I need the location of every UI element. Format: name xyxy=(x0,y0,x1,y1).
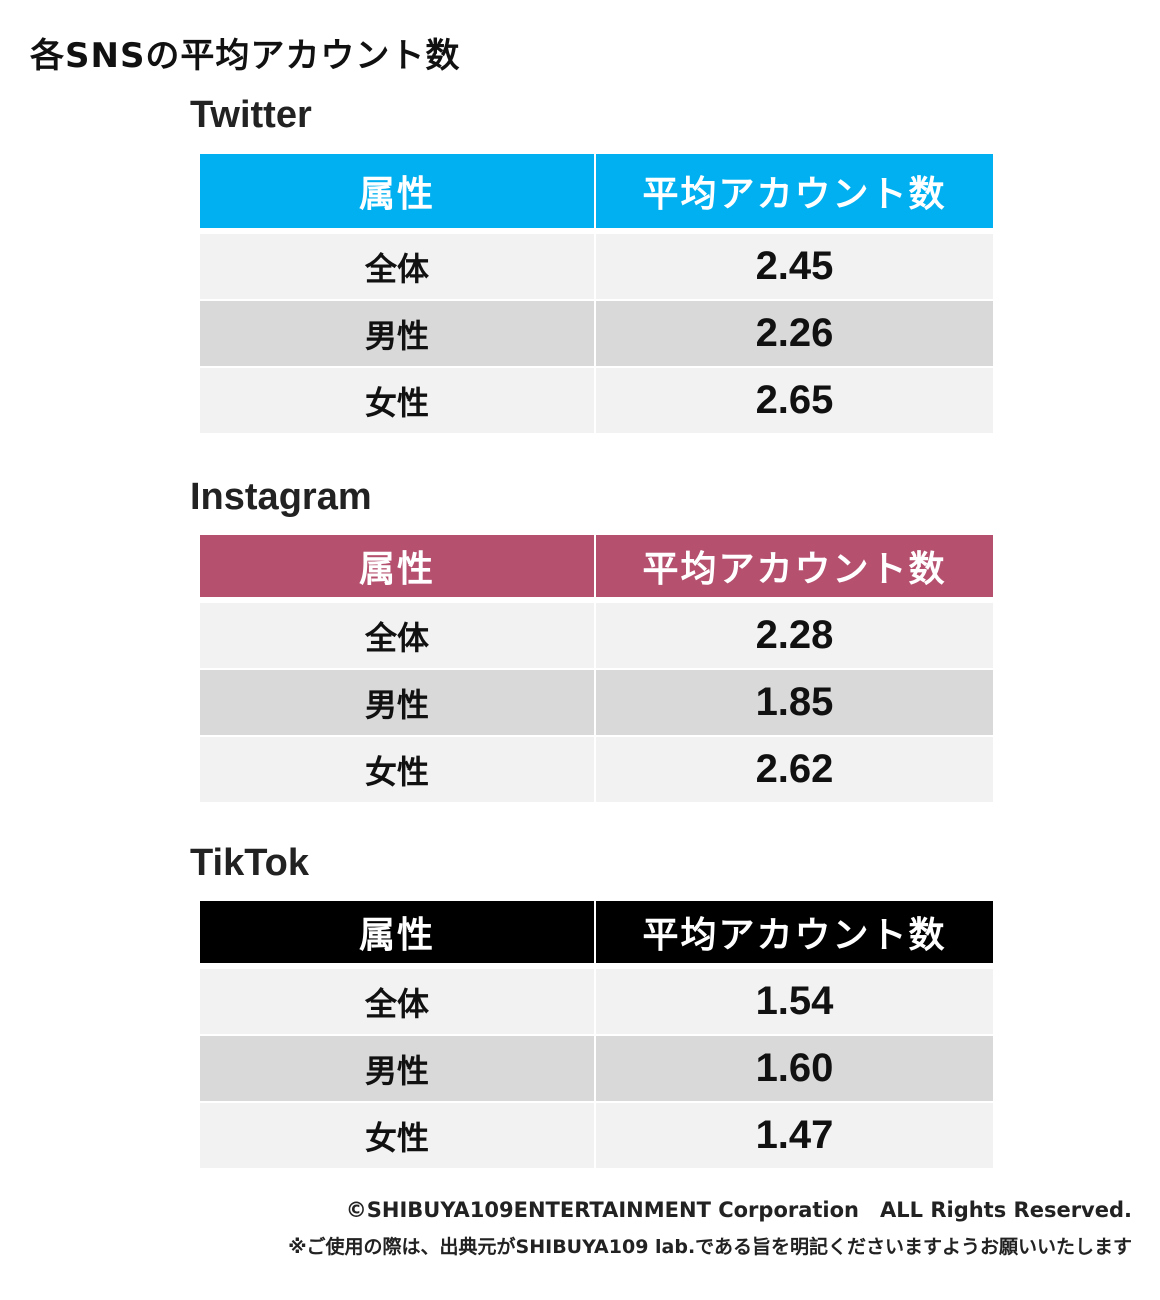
section-title-twitter: Twitter xyxy=(190,94,312,136)
column-header-average: 平均アカウント数 xyxy=(594,535,993,597)
value-cell: 2.28 xyxy=(594,601,993,669)
attribute-cell: 全体 xyxy=(200,601,595,669)
table-header-row: 属性 平均アカウント数 xyxy=(200,901,993,963)
usage-notice: ※ご使用の際は、出典元がSHIBUYA109 lab.である旨を明記くださいます… xyxy=(288,1236,1132,1258)
column-header-attribute: 属性 xyxy=(200,154,595,228)
column-header-attribute: 属性 xyxy=(200,535,595,597)
value-cell: 1.54 xyxy=(594,967,993,1035)
table-row: 全体 1.54 xyxy=(200,967,993,1035)
attribute-cell: 全体 xyxy=(200,967,595,1035)
table-row: 女性 2.65 xyxy=(200,366,993,433)
value-cell: 1.85 xyxy=(594,668,993,736)
attribute-cell: 女性 xyxy=(200,735,595,802)
column-header-attribute: 属性 xyxy=(200,901,595,963)
table-row: 男性 2.26 xyxy=(200,299,993,367)
table-row: 女性 1.47 xyxy=(200,1101,993,1168)
attribute-cell: 男性 xyxy=(200,299,595,367)
table-header-row: 属性 平均アカウント数 xyxy=(200,535,993,597)
section-title-tiktok: TikTok xyxy=(190,842,309,884)
column-header-average: 平均アカウント数 xyxy=(594,154,993,228)
twitter-table: 属性 平均アカウント数 全体 2.45 男性 2.26 女性 2.65 xyxy=(200,154,993,433)
value-cell: 2.62 xyxy=(594,735,993,802)
attribute-cell: 全体 xyxy=(200,232,595,300)
attribute-cell: 女性 xyxy=(200,1101,595,1168)
value-cell: 1.47 xyxy=(594,1101,993,1168)
attribute-cell: 男性 xyxy=(200,668,595,736)
table-row: 男性 1.60 xyxy=(200,1034,993,1102)
table-row: 全体 2.28 xyxy=(200,601,993,669)
table-row: 男性 1.85 xyxy=(200,668,993,736)
table-row: 女性 2.62 xyxy=(200,735,993,802)
value-cell: 2.65 xyxy=(594,366,993,433)
instagram-table: 属性 平均アカウント数 全体 2.28 男性 1.85 女性 2.62 xyxy=(200,535,993,802)
section-title-instagram: Instagram xyxy=(190,476,372,518)
tiktok-table: 属性 平均アカウント数 全体 1.54 男性 1.60 女性 1.47 xyxy=(200,901,993,1168)
column-header-average: 平均アカウント数 xyxy=(594,901,993,963)
copyright-text: ©SHIBUYA109ENTERTAINMENT Corporation ALL… xyxy=(345,1198,1132,1222)
attribute-cell: 女性 xyxy=(200,366,595,433)
value-cell: 1.60 xyxy=(594,1034,993,1102)
attribute-cell: 男性 xyxy=(200,1034,595,1102)
table-row: 全体 2.45 xyxy=(200,232,993,300)
value-cell: 2.26 xyxy=(594,299,993,367)
page-title: 各SNSの平均アカウント数 xyxy=(30,36,461,76)
table-header-row: 属性 平均アカウント数 xyxy=(200,154,993,228)
value-cell: 2.45 xyxy=(594,232,993,300)
